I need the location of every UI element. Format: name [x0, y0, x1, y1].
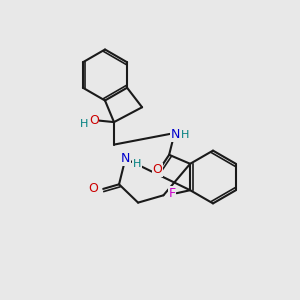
Text: H: H: [80, 119, 88, 129]
Text: F: F: [169, 187, 176, 200]
Text: O: O: [89, 114, 99, 127]
Text: H: H: [133, 159, 141, 169]
Text: O: O: [152, 163, 162, 176]
Text: N: N: [121, 152, 130, 165]
Text: N: N: [170, 128, 180, 141]
Text: H: H: [181, 130, 189, 140]
Text: O: O: [88, 182, 98, 195]
